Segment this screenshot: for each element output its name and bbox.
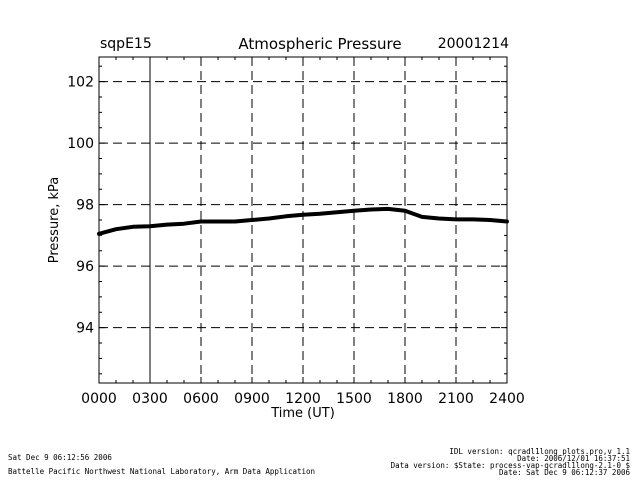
y-tick-label: 94	[76, 321, 94, 337]
x-tick-label: 2400	[489, 391, 525, 407]
x-tick-label: 0300	[132, 391, 168, 407]
x-axis-label: Time (UT)	[270, 406, 335, 421]
data-date: Date: Sat Dec 9 06:12:37 2006	[391, 469, 630, 476]
y-tick-label: 102	[67, 75, 94, 91]
x-tick-label: 0900	[234, 391, 270, 407]
x-tick-label: 0000	[81, 391, 117, 407]
y-axis-label: Pressure, kPa	[47, 177, 62, 264]
y-tick-label: 96	[76, 259, 94, 275]
y-tick-label: 98	[76, 198, 94, 214]
version-info: IDL version: qcradl1long_plots.pro,v 1.1…	[391, 448, 630, 476]
lab-credit: Battelle Pacific Northwest National Labo…	[8, 468, 315, 475]
x-tick-label: 0600	[183, 391, 219, 407]
generated-timestamp: Sat Dec 9 06:12:56 2006	[8, 454, 112, 461]
y-tick-label: 100	[67, 136, 94, 152]
x-tick-label: 1200	[285, 391, 321, 407]
x-tick-label: 1500	[336, 391, 372, 407]
x-tick-label: 2100	[438, 391, 474, 407]
x-tick-label: 1800	[387, 391, 423, 407]
